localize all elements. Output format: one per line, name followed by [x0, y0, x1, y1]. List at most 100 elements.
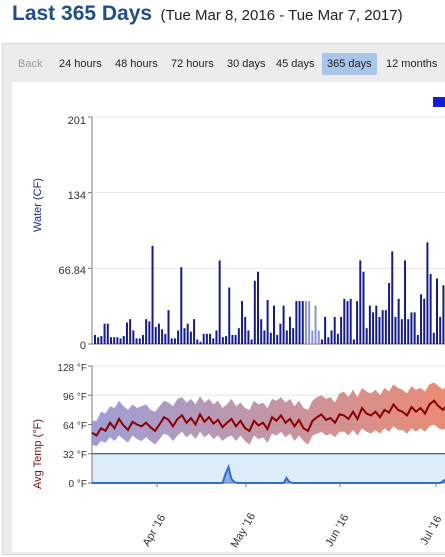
tab-30-days[interactable]: 30 days [227, 58, 266, 70]
temp-y-tick-128: 128 °F [57, 363, 87, 374]
water-bar [186, 323, 189, 344]
page-title: Last 365 Days (Tue Mar 8, 2016 - Tue Mar… [12, 2, 403, 26]
water-bar [225, 336, 228, 344]
water-bar [209, 333, 212, 344]
water-bar [288, 316, 291, 344]
temp-y-axis-title: Avg Temp (°F) [32, 419, 44, 489]
water-bar [413, 312, 416, 344]
water-bar [106, 323, 109, 344]
water-bar [193, 319, 196, 344]
water-bar [320, 339, 323, 344]
water-bar [388, 283, 391, 344]
water-bar [314, 305, 317, 344]
water-bar [145, 319, 148, 344]
tab-365-days[interactable]: 365 days [322, 53, 377, 75]
water-bar [308, 301, 311, 344]
water-bar [273, 305, 275, 344]
water-bar [276, 334, 279, 344]
water-bar [327, 337, 330, 344]
water-bar [304, 301, 307, 344]
water-bar [263, 330, 266, 344]
water-bar [215, 330, 218, 344]
water-bar [113, 337, 116, 344]
water-bar [317, 330, 320, 344]
water-bar [157, 323, 160, 344]
water-y-tick-134: 134 [68, 190, 86, 202]
water-bar [426, 242, 429, 344]
water-bar [356, 301, 359, 344]
water-bar [228, 287, 231, 344]
water-bar [359, 260, 362, 344]
water-bar [183, 328, 186, 344]
water-bar [301, 301, 304, 344]
x-tick-may-16: May '16 [229, 511, 258, 550]
water-bar [154, 327, 157, 344]
temp-average-line [91, 399, 445, 437]
water-bar [116, 337, 119, 344]
water-bar [125, 322, 128, 344]
temp-y-tick-96: 96 °F [63, 392, 87, 403]
water-bar [439, 316, 442, 344]
tab-72-hours[interactable]: 72 hours [171, 58, 214, 70]
tab-45-days[interactable]: 45 days [276, 58, 315, 70]
water-bar [372, 312, 375, 344]
water-bar [148, 321, 151, 344]
tab-12-months[interactable]: 12 months [386, 58, 438, 70]
water-bar [151, 245, 154, 344]
water-bar [161, 329, 164, 344]
water-bar [432, 332, 435, 344]
water-bar [269, 332, 272, 344]
water-bar [138, 338, 141, 344]
water-bar [177, 330, 180, 344]
x-tick-jun-16: Jun '16 [323, 512, 351, 548]
water-bar [141, 334, 144, 344]
water-bar [442, 285, 445, 344]
water-y-tick-201: 201 [68, 115, 86, 127]
water-bar [298, 301, 301, 344]
temp-range-band [92, 382, 445, 447]
x-tick-apr-16: Apr '16 [141, 513, 169, 549]
water-bar [189, 331, 192, 344]
water-bar [429, 273, 432, 344]
water-bar [407, 319, 410, 344]
water-bar [253, 280, 256, 344]
water-bar [231, 334, 234, 344]
water-bar [400, 319, 403, 344]
water-bar [196, 339, 199, 344]
water-bar [397, 298, 400, 344]
water-bar [404, 260, 407, 344]
water-bar [336, 333, 339, 344]
water-bar [436, 278, 438, 344]
water-bar [349, 298, 352, 344]
title-date-range: (Tue Mar 8, 2016 - Tue Mar 7, 2017) [160, 7, 403, 24]
water-bar [423, 298, 426, 344]
water-bar [362, 271, 365, 344]
tab-48-hours[interactable]: 48 hours [115, 58, 158, 70]
water-bar [420, 294, 423, 344]
water-bar [285, 330, 288, 344]
water-bar [375, 305, 378, 344]
water-bar [266, 299, 269, 344]
water-bar [244, 316, 247, 344]
water-bar [221, 337, 224, 344]
water-bar [394, 316, 397, 344]
water-y-axis-title: Water (CF) [32, 178, 44, 232]
water-bar [410, 312, 413, 344]
tab-24-hours[interactable]: 24 hours [59, 58, 102, 70]
water-bar [234, 334, 237, 344]
water-bar [378, 316, 381, 344]
legend-swatch-icon[interactable] [433, 97, 445, 107]
water-bar [346, 301, 349, 344]
water-bar [129, 319, 132, 344]
water-bar [97, 337, 100, 344]
water-bar [368, 305, 371, 344]
water-bar [260, 319, 263, 344]
water-bar [381, 310, 384, 344]
water-bar [119, 338, 122, 344]
water-bar [218, 260, 221, 344]
water-y-tick-0: 0 [80, 340, 86, 352]
tab-back[interactable]: Back [18, 58, 43, 70]
water-bar [173, 338, 176, 344]
title-main: Last 365 Days [12, 2, 153, 25]
x-tick-jul-16: Jul '16 [418, 514, 444, 547]
